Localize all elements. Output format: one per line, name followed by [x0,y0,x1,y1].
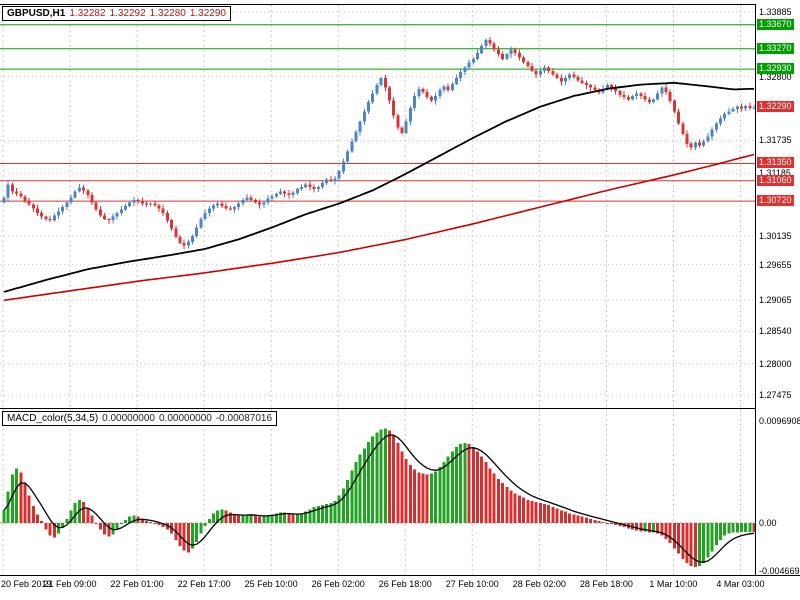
price-tick-label: 1.27475 [759,390,792,400]
price-tick-label: 1.29065 [759,294,792,305]
close-value: 1.32290 [189,8,226,19]
high-value: 1.32292 [109,8,146,19]
price-level-badge: 1.31350 [757,157,794,169]
price-level-badge: 1.33270 [757,42,794,54]
open-value: 1.32282 [69,8,106,19]
panel-separator[interactable] [0,408,755,409]
price-tick-label: 1.32800 [759,71,792,82]
ma-slow-line [3,153,755,302]
price-tick-label: 1.28000 [759,358,792,369]
price-tick-label: 1.30135 [759,231,792,242]
main-panel-top-border [0,4,755,5]
macd-axis-label: 0.0096908 [759,416,800,426]
price-tick-label: 1.31185 [759,168,791,179]
time-axis-border [0,575,800,576]
price-axis: 1.33885 1.32800 1.31735 1.31185 1.30135 1.296… [756,4,800,577]
macd-axis-label: 0.00 [759,518,777,528]
macd-caption: MACD_color(5,34,5) 0.00000000 0.00000000 -0… [2,411,278,426]
time-label: 28 Feb 02:00 [512,579,566,589]
price-tick-label: 1.28540 [759,326,792,337]
macd-value-1: 0.00000000 [102,413,155,424]
time-label: 21 Feb 09:00 [43,579,97,589]
price-tick-label: 1.29655 [759,259,792,270]
time-label: 22 Feb 01:00 [110,579,164,589]
time-axis: 20 Feb 2019 21 Feb 09:00 22 Feb 01:00 22 Fe… [0,576,800,600]
candles [2,36,755,249]
time-label: 27 Feb 10:00 [445,579,499,589]
low-value: 1.32280 [149,8,186,19]
time-label: 26 Feb 02:00 [311,579,365,589]
ma-fast-line [3,81,755,293]
macd-axis-label: -0.004669 [759,566,800,577]
level-lines [0,24,755,202]
price-level-badge: 1.33670 [757,18,794,30]
time-label: 26 Feb 18:00 [378,579,432,589]
price-level-badge: 1.30720 [757,195,794,207]
macd-value-3: -0.00087016 [215,413,273,424]
price-chart-canvas[interactable] [0,5,755,408]
time-label: 28 Feb 18:00 [579,579,633,589]
price-axis-border [755,4,756,575]
time-label: 1 Mar 10:00 [649,579,698,589]
time-label: 22 Feb 17:00 [177,579,231,589]
time-label: 20 Feb 2019 [1,579,52,589]
macd-indicator-label: MACD_color(5,34,5) [7,413,99,424]
price-level-badge: 1.32930 [757,63,794,75]
macd-panel[interactable] [0,409,755,575]
time-label: 25 Feb 10:00 [244,579,298,589]
macd-histogram [2,428,755,568]
price-tick-label: 1.31735 [759,135,792,146]
current-price-badge: 1.32290 [757,101,794,113]
grid [0,5,755,408]
macd-canvas[interactable] [0,409,755,575]
price-level-badge: 1.31060 [757,174,794,186]
macd-value-2: 0.00000000 [159,413,212,424]
symbol-timeframe-label: GBPUSD,H1 [7,8,66,19]
chart-caption: GBPUSD,H1 1.32282 1.32292 1.32280 1.32290 [2,6,231,21]
main-chart-panel[interactable] [0,5,755,408]
time-label: 4 Mar 03:00 [716,579,765,589]
macd-signal-line [3,434,755,563]
price-tick-label: 1.33885 [759,7,792,17]
